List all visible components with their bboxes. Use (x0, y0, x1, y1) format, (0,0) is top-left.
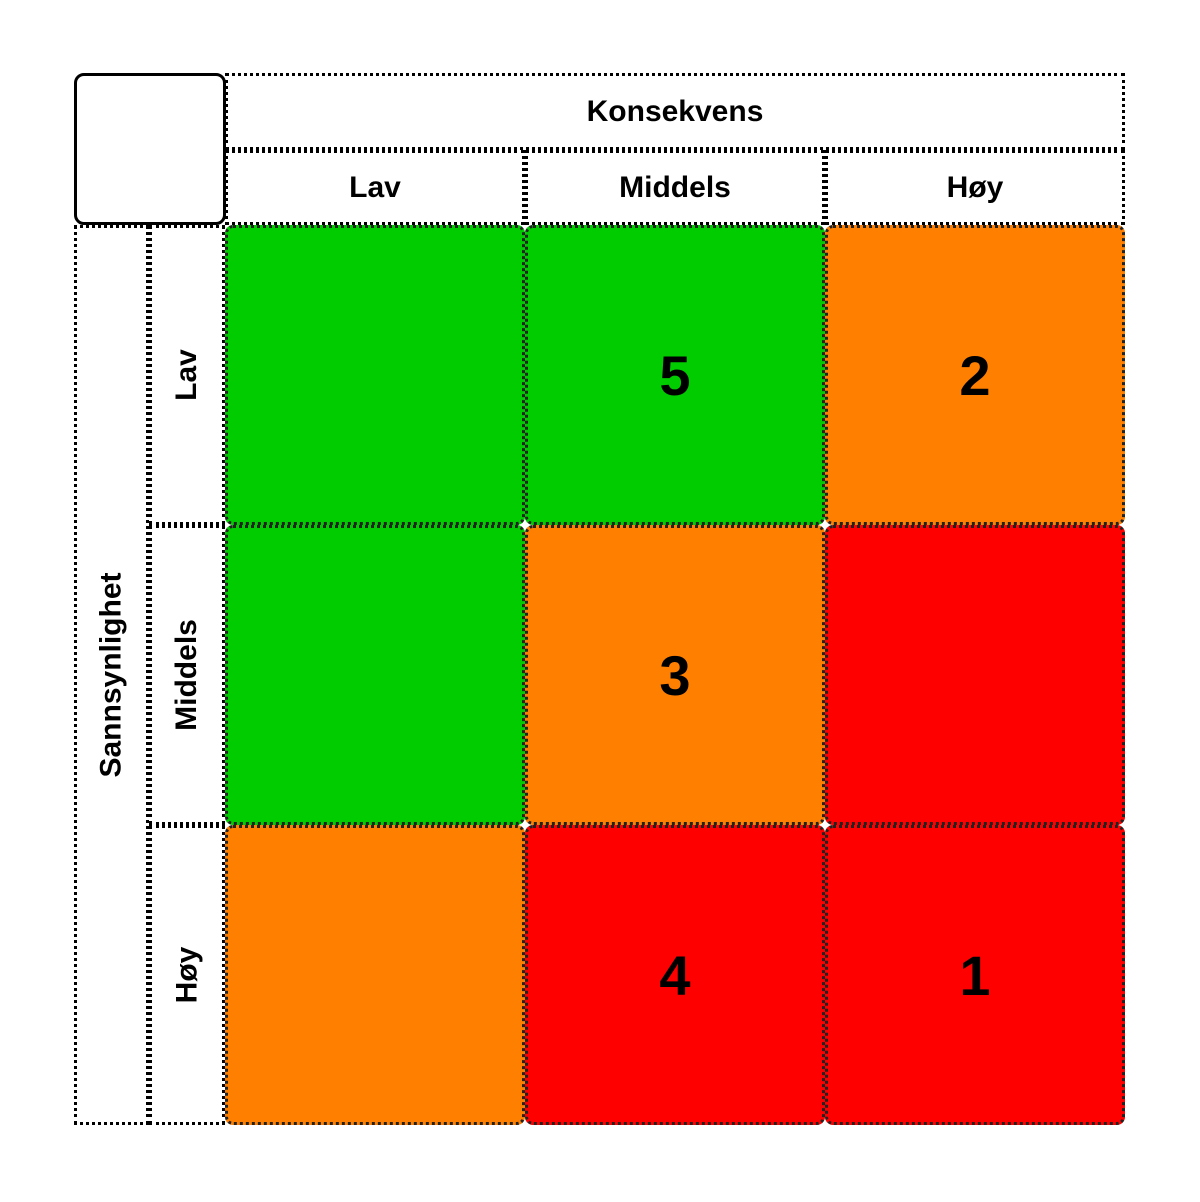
row-title-text: Sannsynlighet (94, 572, 128, 778)
risk-cell-label: 1 (959, 943, 991, 1007)
column-header-lav: Lav (225, 150, 525, 225)
risk-cell-label: 3 (659, 643, 691, 707)
risk-cell-lav-middels: 5 (525, 225, 825, 525)
column-title-text: Konsekvens (586, 94, 764, 128)
column-header-label: Høy (946, 170, 1004, 204)
column-header-middels: Middels (525, 150, 825, 225)
risk-cell-hoy-hoy: 1 (825, 825, 1125, 1125)
risk-cell-label: 5 (659, 343, 691, 407)
risk-cell-lav-hoy: 2 (825, 225, 1125, 525)
row-header-hoy: Høy (149, 825, 225, 1125)
row-header-label: Lav (169, 349, 203, 401)
column-header-label: Middels (619, 170, 731, 204)
row-header-lav: Lav (149, 225, 225, 525)
row-header-label: Høy (170, 946, 203, 1004)
row-header-label: Middels (170, 619, 203, 731)
corner-box (74, 73, 226, 225)
risk-cell-middels-lav (225, 525, 525, 825)
risk-cell-hoy-lav (225, 825, 525, 1125)
row-header-middels: Middels (149, 525, 225, 825)
risk-cell-label: 2 (959, 343, 991, 407)
risk-cell-lav-lav (225, 225, 525, 525)
column-header-label: Lav (349, 170, 401, 204)
risk-cell-middels-middels: 3 (525, 525, 825, 825)
column-header-hoy: Høy (825, 150, 1125, 225)
risk-cell-label: 4 (659, 943, 691, 1007)
risk-cell-middels-hoy (825, 525, 1125, 825)
column-title: Konsekvens (225, 73, 1125, 150)
risk-cell-hoy-middels: 4 (525, 825, 825, 1125)
row-title: Sannsynlighet (74, 225, 149, 1125)
